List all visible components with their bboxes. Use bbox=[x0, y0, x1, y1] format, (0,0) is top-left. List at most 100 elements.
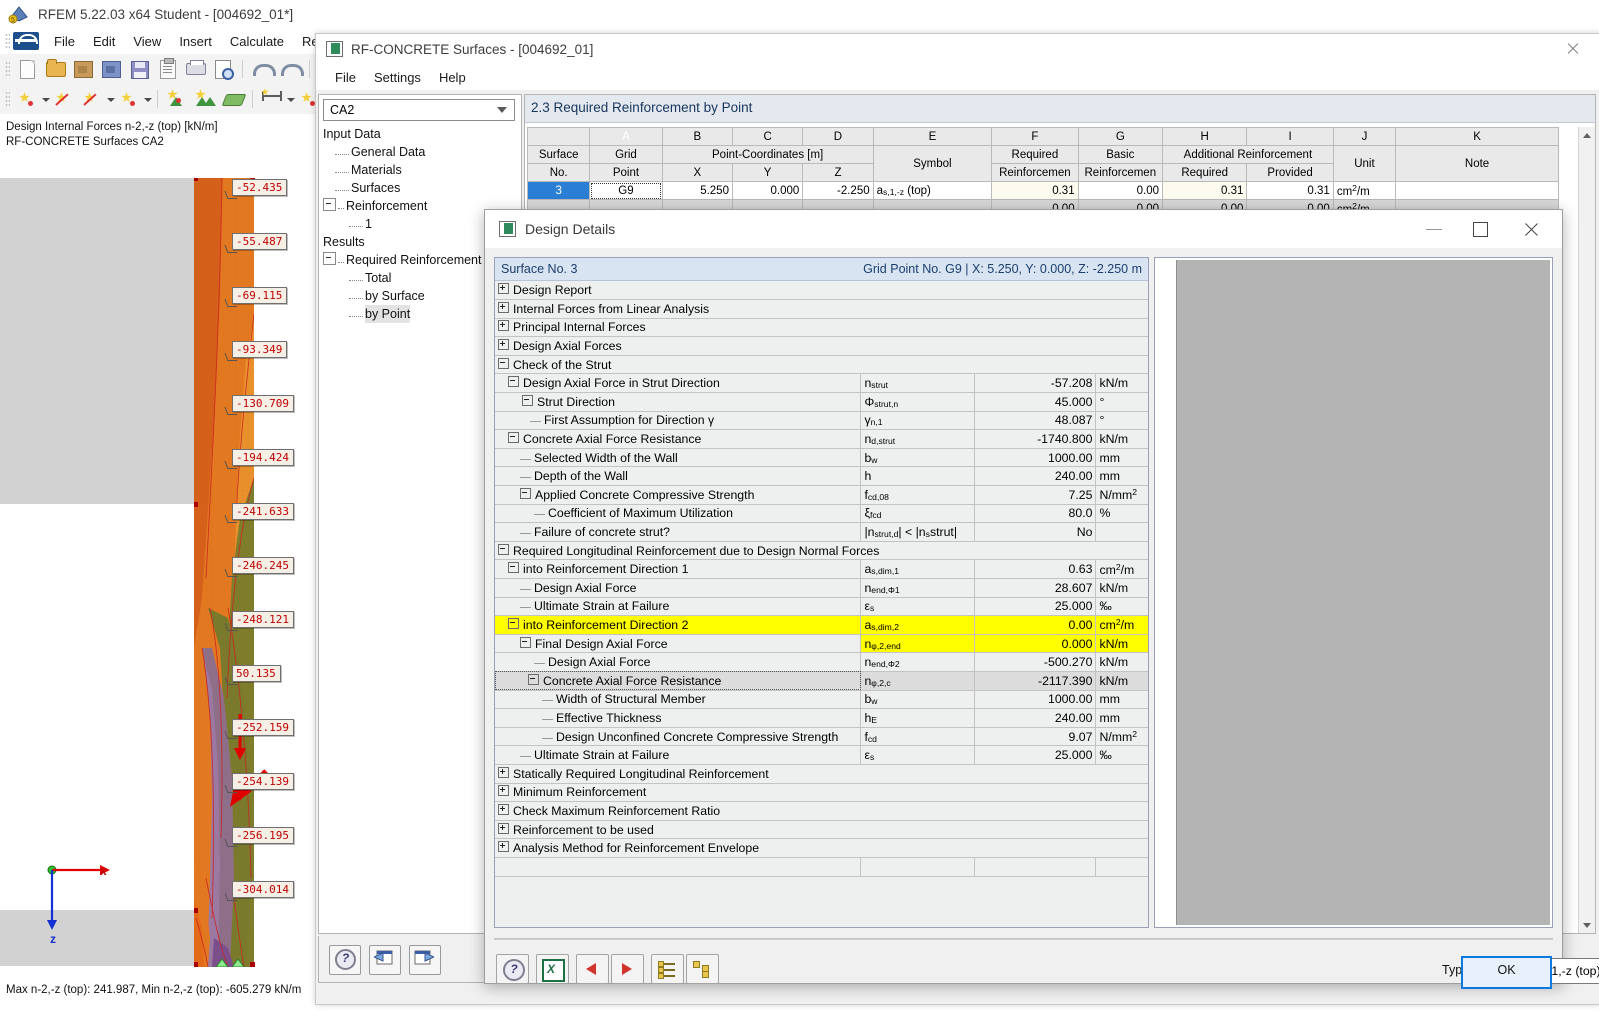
nav-item-required-reinforcement[interactable]: Required Reinforcement bbox=[323, 251, 518, 269]
detail-row-reinforcement-to-be-used[interactable]: Reinforcement to be used bbox=[495, 820, 1148, 840]
detail-row-statically-required[interactable]: Statically Required Longitudinal Reinfor… bbox=[495, 764, 1148, 784]
detail-row-coefficient-max-utilization[interactable]: Coefficient of Maximum Utilization ξfcd … bbox=[495, 504, 1148, 524]
col-letter-e[interactable]: E bbox=[872, 127, 993, 146]
undo-icon[interactable] bbox=[249, 57, 276, 81]
col-letter-f[interactable]: F bbox=[991, 127, 1079, 146]
results-table-scroll-area[interactable]: A B C D E F G H I J K Surface Grid bbox=[527, 127, 1593, 931]
rfem-graphics-viewport[interactable]: Design Internal Forces n-2,-z (top) [kN/… bbox=[0, 114, 315, 1003]
nav-item-by-point[interactable]: by Point bbox=[323, 305, 518, 323]
dimension-icon[interactable] bbox=[259, 87, 285, 111]
collapse-icon[interactable] bbox=[508, 617, 519, 629]
expand-icon[interactable] bbox=[498, 766, 509, 778]
col-letter-c[interactable]: C bbox=[731, 127, 804, 146]
toolbar-grip[interactable] bbox=[5, 91, 10, 107]
expand-icon[interactable] bbox=[498, 339, 509, 351]
new-polyline-icon[interactable] bbox=[116, 87, 142, 111]
scroll-down-icon[interactable] bbox=[1579, 917, 1595, 933]
print-icon[interactable] bbox=[182, 57, 208, 81]
detail-row-design-report[interactable]: Design Report bbox=[495, 281, 1148, 301]
menu-view[interactable]: View bbox=[133, 33, 162, 49]
nav-item-reinforcement-1[interactable]: 1 bbox=[323, 215, 518, 233]
maximize-icon[interactable] bbox=[1458, 210, 1504, 248]
menu-calculate[interactable]: Calculate bbox=[229, 33, 285, 49]
detail-row-direction-2[interactable]: into Reinforcement Direction 2 as,dim,2 … bbox=[495, 615, 1148, 635]
nav-item-surfaces[interactable]: Surfaces bbox=[323, 179, 518, 197]
collapse-icon[interactable] bbox=[520, 636, 531, 648]
tree-view-icon[interactable] bbox=[686, 954, 719, 984]
expand-icon[interactable] bbox=[498, 320, 509, 332]
nodal-support-icon[interactable] bbox=[164, 87, 190, 111]
detail-row-minimum-reinforcement[interactable]: Minimum Reinforcement bbox=[495, 783, 1148, 803]
detail-row-design-axial-force-2[interactable]: Design Axial Force nend,Φ2 -500.270 kN/m bbox=[495, 652, 1148, 672]
detail-row-concrete-axial-resistance-2[interactable]: Concrete Axial Force Resistance nφ,2,c -… bbox=[495, 671, 1148, 691]
ok-button[interactable]: OK bbox=[1461, 956, 1552, 989]
clipboard-icon[interactable] bbox=[154, 57, 180, 81]
new-file-icon[interactable] bbox=[14, 57, 40, 81]
detail-row-final-design-axial-force[interactable]: Final Design Axial Force nφ,2,end 0.000 … bbox=[495, 634, 1148, 654]
next-icon[interactable] bbox=[611, 954, 644, 984]
detail-row-direction-1[interactable]: into Reinforcement Direction 1 as,dim,1 … bbox=[495, 559, 1148, 579]
collapse-icon[interactable] bbox=[323, 252, 336, 265]
menu-insert[interactable]: Insert bbox=[179, 33, 212, 49]
redo-icon[interactable] bbox=[277, 57, 304, 81]
open-file-icon[interactable] bbox=[42, 57, 68, 81]
chevron-down-icon[interactable] bbox=[143, 88, 152, 110]
collapse-icon[interactable] bbox=[323, 198, 336, 211]
cell-grid-point[interactable]: G9 bbox=[589, 181, 663, 200]
nav-item-general-data[interactable]: General Data bbox=[323, 143, 518, 161]
nav-item-results[interactable]: Results bbox=[323, 233, 518, 251]
new-dimension-line-icon[interactable] bbox=[79, 87, 105, 111]
nav-item-total[interactable]: Total bbox=[323, 269, 518, 287]
detail-row-analysis-method-envelope[interactable]: Analysis Method for Reinforcement Envelo… bbox=[495, 838, 1148, 858]
close-icon[interactable] bbox=[1560, 40, 1586, 58]
col-letter-h[interactable]: H bbox=[1161, 127, 1248, 146]
col-letter-i[interactable]: I bbox=[1246, 127, 1334, 146]
load-icon[interactable] bbox=[296, 87, 322, 111]
detail-row-ultimate-strain-1[interactable]: Ultimate Strain at Failure εs 25.000 ‰ bbox=[495, 597, 1148, 617]
collapse-icon[interactable] bbox=[522, 394, 533, 406]
line-support-icon[interactable] bbox=[192, 87, 218, 111]
detail-row-applied-concrete-strength[interactable]: Applied Concrete Compressive Strength fc… bbox=[495, 485, 1148, 505]
excel-export-icon[interactable] bbox=[536, 954, 569, 984]
col-letter-j[interactable]: J bbox=[1332, 127, 1397, 146]
col-letter-k[interactable]: K bbox=[1395, 127, 1559, 146]
detail-row-strut-direction[interactable]: Strut Direction Φstrut,n 45.000 ° bbox=[495, 392, 1148, 412]
nav-item-reinforcement[interactable]: Reinforcement bbox=[323, 197, 518, 215]
design-details-tree[interactable]: Surface No. 3 Grid Point No. G9 | X: 5.2… bbox=[494, 257, 1149, 928]
detail-row-design-unconfined-strength[interactable]: Design Unconfined Concrete Compressive S… bbox=[495, 727, 1148, 747]
chevron-down-icon[interactable] bbox=[41, 88, 50, 110]
expand-icon[interactable] bbox=[498, 301, 509, 313]
help-icon[interactable]: ? bbox=[496, 954, 529, 984]
save-icon[interactable] bbox=[126, 57, 152, 81]
import-model-icon[interactable] bbox=[98, 57, 124, 81]
detail-row-check-max-ratio[interactable]: Check Maximum Reinforcement Ratio bbox=[495, 801, 1148, 821]
rfc-menu-help[interactable]: Help bbox=[438, 69, 466, 85]
nav-item-materials[interactable]: Materials bbox=[323, 161, 518, 179]
menu-file[interactable]: File bbox=[54, 33, 75, 49]
detail-row-design-axial-force-1[interactable]: Design Axial Force nend,Φ1 28.607 kN/m bbox=[495, 578, 1148, 598]
detail-row-internal-forces-linear[interactable]: Internal Forces from Linear Analysis bbox=[495, 299, 1148, 319]
next-panel-button[interactable] bbox=[409, 945, 441, 975]
help-button[interactable]: ? bbox=[329, 945, 361, 975]
collapse-icon[interactable] bbox=[508, 376, 519, 388]
expand-icon[interactable] bbox=[498, 822, 509, 834]
print-preview-icon[interactable] bbox=[210, 57, 236, 81]
open-model-icon[interactable] bbox=[70, 57, 96, 81]
collapse-icon[interactable] bbox=[508, 432, 519, 444]
rfc-menu-file[interactable]: File bbox=[335, 69, 356, 85]
detail-row-check-of-the-strut[interactable]: Check of the Strut bbox=[495, 355, 1148, 375]
expand-icon[interactable] bbox=[498, 803, 509, 815]
toolbar-grip[interactable] bbox=[5, 61, 10, 77]
detail-row-principal-internal-forces[interactable]: Principal Internal Forces bbox=[495, 318, 1148, 338]
col-letter-g[interactable]: G bbox=[1077, 127, 1164, 146]
toolbar-grip[interactable] bbox=[5, 33, 10, 49]
detail-row-first-assumption-gamma[interactable]: First Assumption for Direction γ γn,1 48… bbox=[495, 411, 1148, 431]
detail-row-width-structural-member[interactable]: Width of Structural Member bw 1000.00 mm bbox=[495, 690, 1148, 710]
close-icon[interactable] bbox=[1508, 210, 1554, 248]
menu-edit[interactable]: Edit bbox=[92, 33, 116, 49]
chevron-down-icon[interactable] bbox=[106, 88, 115, 110]
design-case-selector[interactable]: CA2 bbox=[323, 99, 515, 121]
new-line-icon[interactable] bbox=[51, 87, 77, 111]
table-row[interactable]: 3 G9 5.250 0.000 -2.250 as,1,-z (top) 0.… bbox=[527, 181, 1559, 200]
detail-row-concrete-axial-force-resistance[interactable]: Concrete Axial Force Resistance nd,strut… bbox=[495, 429, 1148, 449]
